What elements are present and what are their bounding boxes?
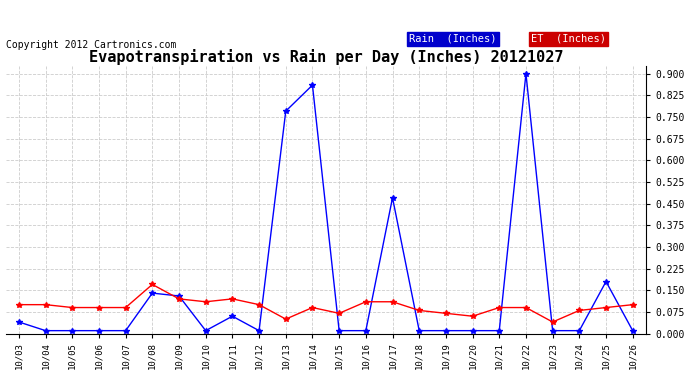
- Text: Rain  (Inches): Rain (Inches): [409, 34, 497, 44]
- Title: Evapotranspiration vs Rain per Day (Inches) 20121027: Evapotranspiration vs Rain per Day (Inch…: [88, 49, 563, 65]
- Text: ET  (Inches): ET (Inches): [531, 34, 606, 44]
- Text: Copyright 2012 Cartronics.com: Copyright 2012 Cartronics.com: [6, 40, 176, 50]
